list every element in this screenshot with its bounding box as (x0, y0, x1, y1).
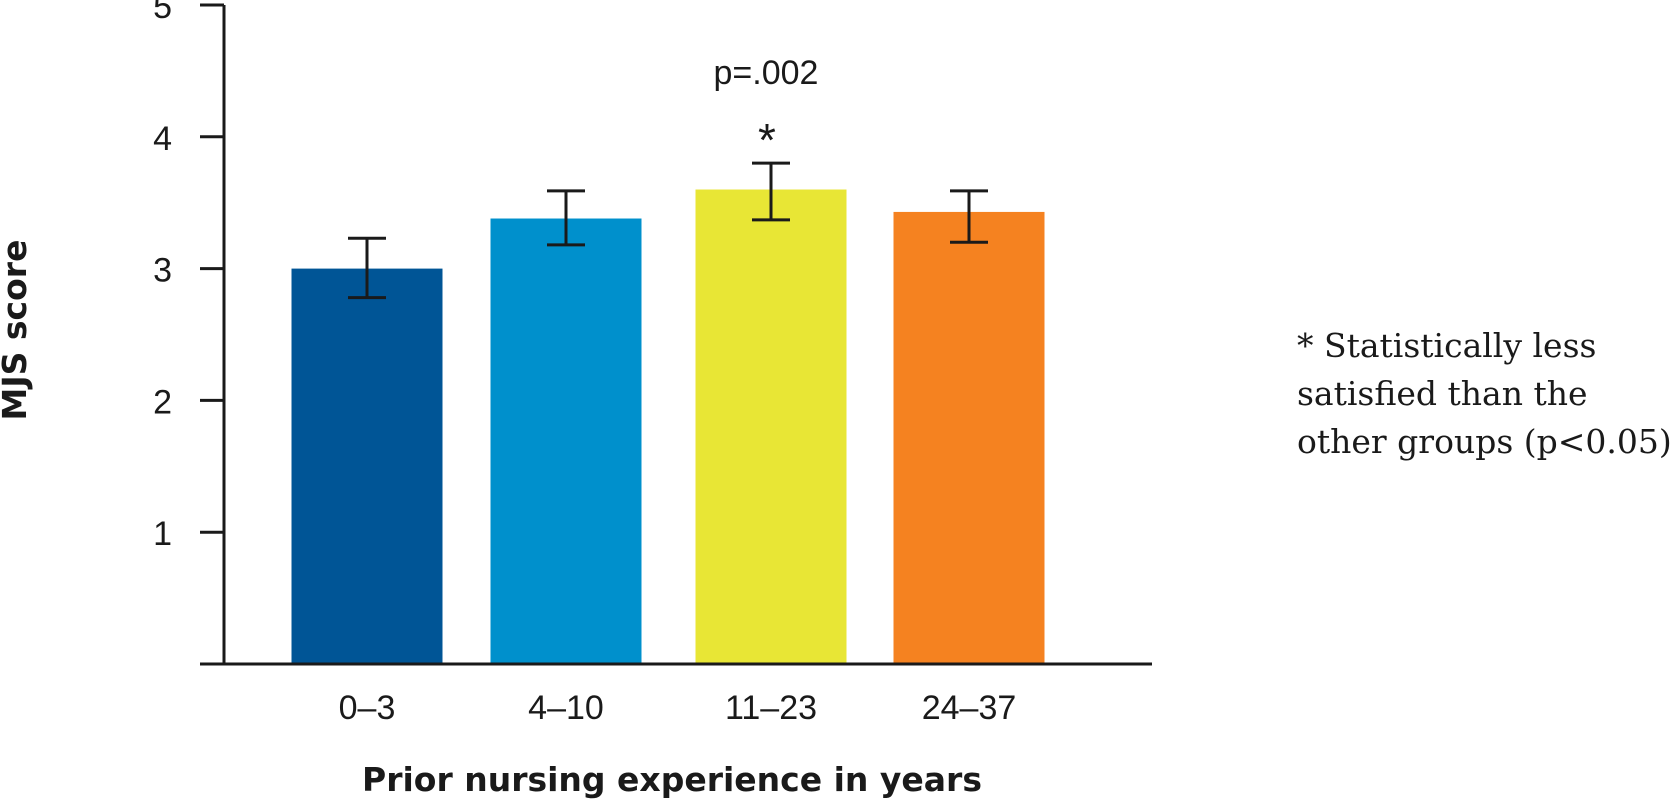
y-tick-label: 4 (153, 120, 172, 158)
x-tick-label: 4–10 (528, 689, 604, 727)
p-value-annotation: p=.002 (714, 54, 819, 92)
bar-0 (291, 268, 443, 664)
y-tick-label: 3 (153, 252, 172, 290)
bar-1 (490, 218, 642, 665)
x-tick-label: 11–23 (725, 689, 817, 727)
y-ticks: 1 2 3 4 5 (153, 0, 224, 553)
y-tick-label: 5 (153, 0, 172, 26)
x-tick-labels: 0–3 4–10 11–23 24–37 (339, 689, 1017, 727)
significance-marker: * (758, 114, 776, 166)
x-tick-label: 24–37 (922, 689, 1017, 727)
bar-3 (893, 211, 1045, 664)
error-bars (348, 161, 988, 300)
y-tick-label: 2 (153, 383, 172, 421)
y-tick-label: 1 (153, 515, 172, 553)
x-axis-title: Prior nursing experience in years (362, 760, 982, 799)
y-axis-title: MJS score (0, 240, 34, 421)
x-tick-label: 0–3 (339, 689, 396, 727)
bar-2 (695, 189, 847, 664)
bars (291, 189, 1045, 665)
footnote: * Statistically less satisfied than the … (1297, 326, 1672, 461)
